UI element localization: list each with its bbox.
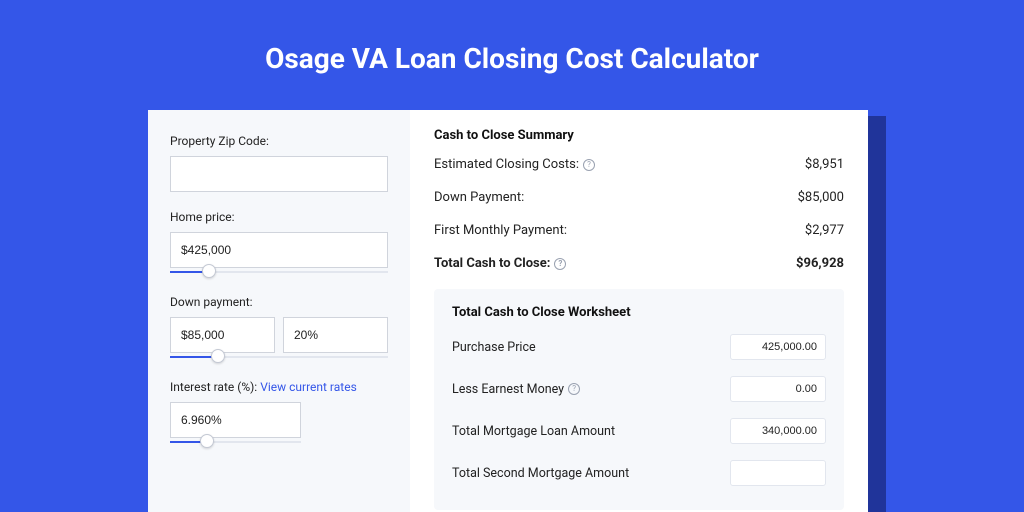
interest-label: Interest rate (%): View current rates xyxy=(170,380,388,394)
home-price-field: Home price: xyxy=(170,210,388,277)
summary-value: $2,977 xyxy=(805,223,844,238)
help-icon[interactable]: ? xyxy=(583,159,595,171)
worksheet-label: Less Earnest Money? xyxy=(452,382,580,397)
page-title: Osage VA Loan Closing Cost Calculator xyxy=(0,0,1024,75)
worksheet-label: Total Mortgage Loan Amount xyxy=(452,424,615,439)
worksheet-value-input[interactable] xyxy=(730,418,826,444)
summary-value: $96,928 xyxy=(796,256,844,271)
summary-row: First Monthly Payment: $2,977 xyxy=(434,223,844,238)
home-price-slider[interactable] xyxy=(170,267,388,277)
summary-row: Total Cash to Close:? $96,928 xyxy=(434,256,844,271)
home-price-label: Home price: xyxy=(170,210,388,224)
summary-title: Cash to Close Summary xyxy=(434,128,844,143)
summary-label: Down Payment: xyxy=(434,190,524,205)
help-icon[interactable]: ? xyxy=(554,258,566,270)
summary-label: Estimated Closing Costs:? xyxy=(434,157,595,172)
slider-thumb[interactable] xyxy=(211,349,225,363)
worksheet-row: Total Second Mortgage Amount xyxy=(452,460,826,486)
worksheet-value-input[interactable] xyxy=(730,376,826,402)
help-icon[interactable]: ? xyxy=(568,383,580,395)
down-payment-field: Down payment: xyxy=(170,295,388,362)
worksheet-label: Purchase Price xyxy=(452,340,536,355)
down-payment-label: Down payment: xyxy=(170,295,388,309)
summary-row: Down Payment: $85,000 xyxy=(434,190,844,205)
worksheet-value-input[interactable] xyxy=(730,334,826,360)
calculator-card: Property Zip Code: Home price: Down paym… xyxy=(148,110,868,512)
summary-label: First Monthly Payment: xyxy=(434,223,567,238)
interest-input[interactable] xyxy=(170,402,301,438)
worksheet-panel: Total Cash to Close Worksheet Purchase P… xyxy=(434,289,844,510)
down-payment-input[interactable] xyxy=(170,317,275,353)
worksheet-row: Purchase Price xyxy=(452,334,826,360)
worksheet-title: Total Cash to Close Worksheet xyxy=(452,305,826,320)
down-payment-pct-input[interactable] xyxy=(283,317,388,353)
worksheet-row: Less Earnest Money? xyxy=(452,376,826,402)
summary-row: Estimated Closing Costs:? $8,951 xyxy=(434,157,844,172)
home-price-input[interactable] xyxy=(170,232,388,268)
zip-label: Property Zip Code: xyxy=(170,134,388,148)
page-background: Osage VA Loan Closing Cost Calculator Pr… xyxy=(0,0,1024,512)
slider-thumb[interactable] xyxy=(202,264,216,278)
summary-label: Total Cash to Close:? xyxy=(434,256,566,271)
worksheet-label: Total Second Mortgage Amount xyxy=(452,466,629,481)
interest-field: Interest rate (%): View current rates xyxy=(170,380,388,447)
results-panel: Cash to Close Summary Estimated Closing … xyxy=(410,110,868,512)
view-rates-link[interactable]: View current rates xyxy=(260,380,357,394)
down-payment-slider[interactable] xyxy=(170,352,388,362)
summary-value: $85,000 xyxy=(798,190,844,205)
worksheet-row: Total Mortgage Loan Amount xyxy=(452,418,826,444)
slider-thumb[interactable] xyxy=(200,434,214,448)
summary-value: $8,951 xyxy=(805,157,844,172)
worksheet-value-input[interactable] xyxy=(730,460,826,486)
interest-slider[interactable] xyxy=(170,437,301,447)
interest-label-text: Interest rate (%): xyxy=(170,380,260,394)
zip-input[interactable] xyxy=(170,156,388,192)
zip-field: Property Zip Code: xyxy=(170,134,388,192)
inputs-panel: Property Zip Code: Home price: Down paym… xyxy=(148,110,410,512)
